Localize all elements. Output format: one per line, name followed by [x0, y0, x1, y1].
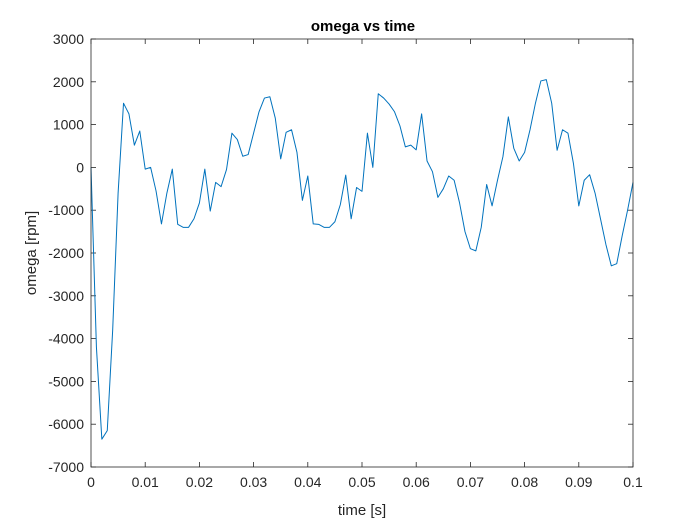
y-tick-label: -4000 [48, 331, 84, 347]
x-tick-label: 0.02 [186, 474, 213, 490]
x-tick-label: 0.04 [294, 474, 321, 490]
y-tick-label: 0 [76, 159, 84, 175]
chart-title: omega vs time [311, 18, 415, 35]
series-line-omega [90, 79, 634, 440]
x-tick-label: 0.05 [348, 474, 375, 490]
plot-area [91, 39, 633, 467]
y-tick-label: -1000 [48, 202, 84, 218]
x-tick-label: 0.01 [132, 474, 159, 490]
y-tick-label: -2000 [48, 245, 84, 261]
y-tick-label: 3000 [53, 31, 84, 47]
plot-box [90, 38, 634, 468]
x-tick-label: 0.06 [403, 474, 430, 490]
y-tick-label: -6000 [48, 416, 84, 432]
x-axis: 0 0.01 0.02 0.03 0.04 0.05 0.06 0.07 0.08 0.09 0.1 [87, 39, 643, 490]
x-tick-label: 0.09 [565, 474, 592, 490]
x-tick-label: 0.03 [240, 474, 267, 490]
x-tick-label: 0 [87, 474, 95, 490]
x-tick-label: 0.1 [623, 474, 643, 490]
y-axis-label: omega [rpm] [23, 211, 40, 295]
y-tick-label: -7000 [48, 459, 84, 475]
x-tick-label: 0.07 [457, 474, 484, 490]
y-tick-label: 2000 [53, 74, 84, 90]
x-axis-label: time [s] [338, 502, 386, 519]
y-tick-label: -3000 [48, 288, 84, 304]
x-tick-label: 0.08 [511, 474, 538, 490]
y-tick-label: 1000 [53, 117, 84, 133]
y-tick-label: -5000 [48, 373, 84, 389]
y-axis: -7000 -6000 -5000 -4000 -3000 -2000 -1000 0 1000… [48, 31, 633, 475]
